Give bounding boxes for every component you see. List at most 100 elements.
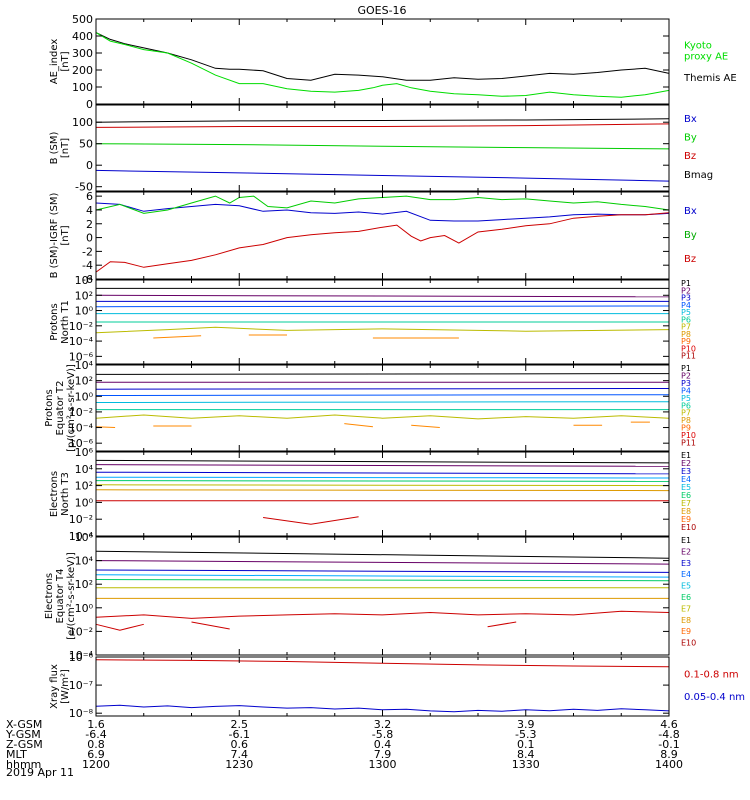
x-axis-value: 0.8 xyxy=(87,738,105,751)
series-line-p5 xyxy=(95,401,670,403)
legend-label: P11 xyxy=(681,439,696,448)
y-tick-label: -6 xyxy=(82,273,93,286)
legend-label-line: P9 xyxy=(681,424,691,433)
series-line-by xyxy=(95,143,670,150)
x-axis-value: -4.8 xyxy=(658,728,679,741)
y-tick-label: 6 xyxy=(86,190,93,203)
legend-label-line: P11 xyxy=(681,352,696,361)
x-axis-value: 4.6 xyxy=(660,718,678,731)
x-axis-value: 7.9 xyxy=(374,748,392,761)
legend-label-line: P6 xyxy=(681,315,691,324)
series-line-e9 xyxy=(191,621,230,630)
legend-label: E7 xyxy=(681,604,691,613)
y-tick-label: 10² xyxy=(75,578,93,591)
series-line-e2 xyxy=(95,464,670,467)
y-axis-label: ElectronsNorth T3 xyxy=(49,471,71,517)
y-tick-label: 10⁴ xyxy=(75,555,94,568)
legend-label-line: E4 xyxy=(681,570,691,579)
y-axis-label-line: [nT] xyxy=(60,51,71,71)
legend-label-line: P3 xyxy=(681,294,691,303)
legend-label-line: P10 xyxy=(681,431,696,440)
legend-label: E7 xyxy=(681,499,691,508)
y-tick-label: 10⁶ xyxy=(75,446,94,459)
legend-label: P1 xyxy=(681,279,691,288)
series-line-e9 xyxy=(487,621,517,628)
series-line-e4 xyxy=(95,574,670,578)
y-tick-label: 300 xyxy=(72,47,93,60)
y-tick-label: 200 xyxy=(72,64,93,77)
y-tick-label: 10⁻⁶ xyxy=(69,651,94,664)
legend-label: E2 xyxy=(681,547,691,556)
x-axis-value: 0.6 xyxy=(231,738,249,751)
legend-label-line: 0.05-0.4 nm xyxy=(684,692,745,703)
legend-label: P7 xyxy=(681,323,691,332)
x-axis-value: 1300 xyxy=(369,758,397,771)
legend-label: Themis AE xyxy=(683,73,737,84)
legend-label-line: P3 xyxy=(681,379,691,388)
y-axis-label-line: North T3 xyxy=(60,472,71,516)
series-line-p2 xyxy=(95,294,670,298)
series-line-e2 xyxy=(95,560,670,565)
series-line-p7 xyxy=(95,414,670,420)
y-tick-label: 10² xyxy=(75,375,93,388)
y-tick-label: 10⁻² xyxy=(69,513,93,526)
legend-label: E9 xyxy=(681,515,691,524)
x-axis-value: 0.4 xyxy=(374,738,392,751)
legend-label: Bz xyxy=(684,151,696,162)
legend-label-line: E10 xyxy=(681,523,696,532)
legend-label-line: Bz xyxy=(684,254,696,265)
y-tick-label: 10⁰ xyxy=(75,602,94,615)
legend-label: E2 xyxy=(681,459,691,468)
series-line-p9 xyxy=(153,335,202,339)
y-axis-label: ElectronsEquator T4[e/(cm²-s-sr-keV)] xyxy=(44,552,77,640)
series-line-bx xyxy=(95,169,670,182)
legend-label-line: P5 xyxy=(681,394,691,403)
series-line-0-05-0-4-nm xyxy=(95,704,670,713)
y-axis-label-line: Electrons xyxy=(49,471,60,517)
series-line-e1 xyxy=(95,550,670,559)
legend-label-line: P6 xyxy=(681,401,691,410)
legend-label-line: E5 xyxy=(681,582,691,591)
x-axis-value: 1400 xyxy=(655,758,683,771)
date-label: 2019 Apr 11 xyxy=(6,766,74,779)
legend-label-line: E9 xyxy=(681,627,691,636)
x-axis-row-label: X-GSM xyxy=(6,718,42,731)
legend-label-line: 0.1-0.8 nm xyxy=(684,669,739,680)
legend-label: P8 xyxy=(681,416,691,425)
legend-label: P6 xyxy=(681,315,691,324)
y-tick-label: 10⁻⁴ xyxy=(69,422,94,435)
legend-label: E4 xyxy=(681,475,691,484)
y-tick-label: 10⁻⁶ xyxy=(69,437,94,450)
legend-label-line: P9 xyxy=(681,337,691,346)
legend-label: 0.05-0.4 nm xyxy=(684,692,745,703)
legend-label-line: By xyxy=(684,133,697,144)
y-axis-label-line: [W/m²] xyxy=(60,669,71,704)
y-tick-label: 10⁴ xyxy=(75,359,94,372)
series-line-e6 xyxy=(95,484,670,487)
series-line-e7 xyxy=(95,489,670,492)
series-line-bmag xyxy=(95,118,670,123)
legend-label: E8 xyxy=(681,507,691,516)
y-tick-label: 10⁻² xyxy=(69,406,93,419)
y-tick-label: 10⁻⁴ xyxy=(69,649,94,662)
series-line-p9 xyxy=(95,426,116,428)
x-axis-value: -6.4 xyxy=(85,728,106,741)
legend-label: E4 xyxy=(681,570,691,579)
legend-label: P11 xyxy=(681,352,696,361)
legend-label-line: P8 xyxy=(681,416,691,425)
y-tick-label: 10⁰ xyxy=(75,390,94,403)
y-axis-label-line: AE_index xyxy=(49,39,60,85)
y-tick-label: 100 xyxy=(72,116,93,129)
panel-frame xyxy=(95,191,670,280)
legend-label: P5 xyxy=(681,394,691,403)
y-axis-label: B (SM)[nT] xyxy=(49,131,71,164)
legend-label-line: P1 xyxy=(681,279,691,288)
series-line-e8 xyxy=(95,610,670,619)
series-line-e9 xyxy=(263,516,359,525)
legend-label-line: E9 xyxy=(681,515,691,524)
series-line-p9 xyxy=(411,424,440,428)
